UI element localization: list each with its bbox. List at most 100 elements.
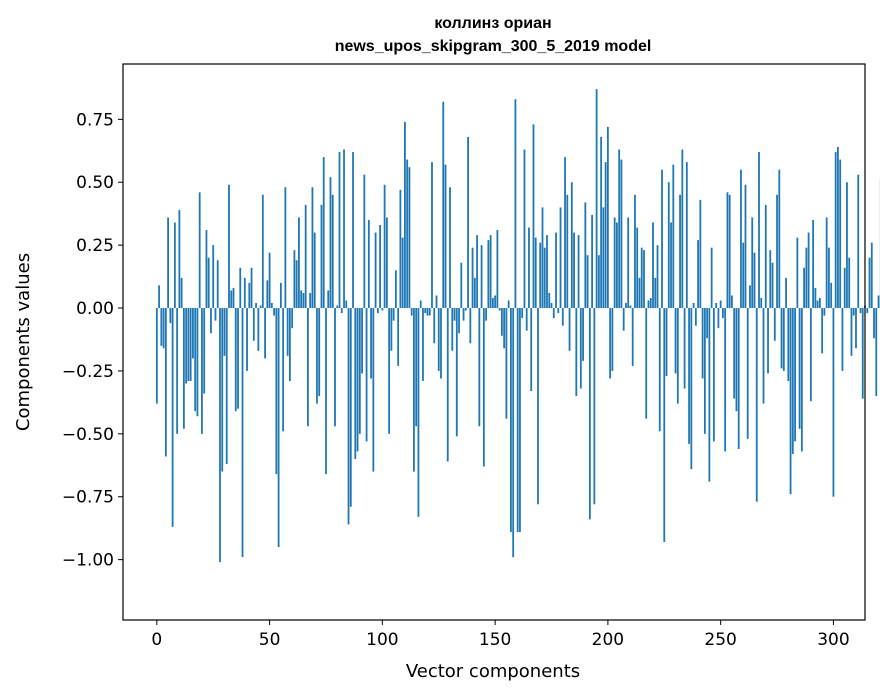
y-axis-ticks: 0.75 0.50 0.25 0.00 −0.25 −0.50 −0.75 −1.00 (62, 110, 123, 571)
bar-197 (600, 136, 603, 309)
bar-222 (656, 245, 659, 309)
bar-195 (595, 89, 598, 309)
bar-73 (320, 204, 323, 309)
bar-129 (446, 308, 449, 462)
bar-160 (516, 308, 519, 532)
bar-185 (573, 232, 575, 309)
bar-270 (764, 204, 767, 309)
bar-104 (390, 308, 393, 351)
bar-141 (473, 277, 476, 309)
bar-171 (541, 207, 544, 309)
bar-112 (408, 167, 411, 309)
bar-140 (471, 247, 474, 309)
bar-209 (627, 217, 630, 309)
bar-126 (440, 308, 442, 379)
bar-162 (521, 308, 524, 319)
bar-122 (431, 162, 433, 309)
bar-133 (455, 308, 458, 437)
bar-98 (376, 308, 379, 314)
bar-144 (480, 245, 483, 309)
bar-256 (733, 308, 736, 399)
bar-243 (703, 308, 706, 434)
bar-85 (347, 308, 350, 525)
bar-299 (830, 282, 833, 309)
bar-44 (255, 303, 257, 309)
bar-153 (500, 308, 503, 336)
bar-179 (559, 207, 562, 309)
y-tick-label-2: 0.25 (76, 236, 114, 256)
bar-91 (361, 308, 363, 374)
bar-15 (189, 308, 192, 381)
bar-311 (857, 174, 860, 309)
x-axis-label: Vector components (406, 661, 580, 682)
bar-53 (275, 308, 278, 475)
y-tick-label-0: 0.75 (76, 110, 114, 130)
bar-82 (340, 308, 343, 314)
bar-192 (588, 308, 591, 520)
bar-145 (482, 308, 485, 467)
bar-109 (401, 237, 404, 309)
bar-218 (647, 300, 650, 309)
bar-42 (250, 267, 253, 309)
bar-174 (548, 292, 551, 309)
bar-182 (566, 194, 569, 309)
bar-99 (379, 225, 381, 309)
bar-273 (771, 262, 774, 309)
bar-177 (555, 232, 557, 309)
bar-125 (437, 308, 440, 371)
bar-136 (462, 308, 465, 321)
bar-277 (780, 308, 783, 369)
bar-33 (230, 290, 233, 309)
bar-158 (512, 308, 515, 558)
x-axis-ticks: 0 50 100 150 200 250 300 (151, 620, 850, 650)
bar-114 (413, 308, 415, 472)
bar-120 (426, 308, 429, 316)
bar-213 (636, 227, 639, 309)
bar-215 (640, 247, 643, 309)
bar-219 (649, 297, 652, 309)
bar-313 (861, 308, 864, 399)
bar-281 (789, 308, 792, 495)
bar-286 (800, 308, 803, 452)
bar-46 (259, 305, 262, 309)
bar-150 (494, 295, 497, 309)
bar-118 (422, 308, 424, 381)
bar-69 (311, 187, 314, 309)
bar-161 (519, 308, 521, 532)
bar-264 (751, 217, 754, 309)
bar-110 (404, 121, 406, 309)
bar-17 (194, 308, 197, 412)
bar-86 (349, 308, 352, 507)
bar-3 (162, 308, 165, 349)
bar-246 (710, 247, 713, 309)
bar-239 (694, 308, 697, 326)
bar-253 (726, 192, 729, 309)
bar-178 (557, 308, 560, 314)
bar-208 (625, 303, 627, 309)
bar-41 (248, 282, 251, 309)
bar-132 (453, 308, 456, 321)
bar-84 (345, 300, 348, 309)
x-tick-label-4: 200 (592, 630, 624, 650)
bar-29 (221, 308, 224, 472)
bar-186 (575, 308, 578, 397)
bar-78 (331, 194, 334, 309)
bar-90 (358, 308, 361, 434)
x-tick-label-6: 300 (817, 630, 849, 650)
bar-47 (261, 194, 264, 309)
bar-93 (365, 308, 368, 442)
bar-23 (207, 257, 210, 309)
bar-291 (812, 219, 815, 309)
bar-96 (372, 308, 375, 472)
bar-199 (604, 162, 607, 309)
bar-28 (219, 308, 221, 563)
bar-36 (237, 308, 239, 409)
bar-274 (773, 308, 776, 341)
bar-284 (796, 237, 799, 309)
bar-268 (760, 297, 763, 309)
bar-2 (160, 308, 163, 346)
bar-113 (410, 308, 413, 316)
bar-220 (652, 222, 654, 309)
bar-265 (753, 252, 756, 309)
bar-310 (855, 308, 857, 349)
